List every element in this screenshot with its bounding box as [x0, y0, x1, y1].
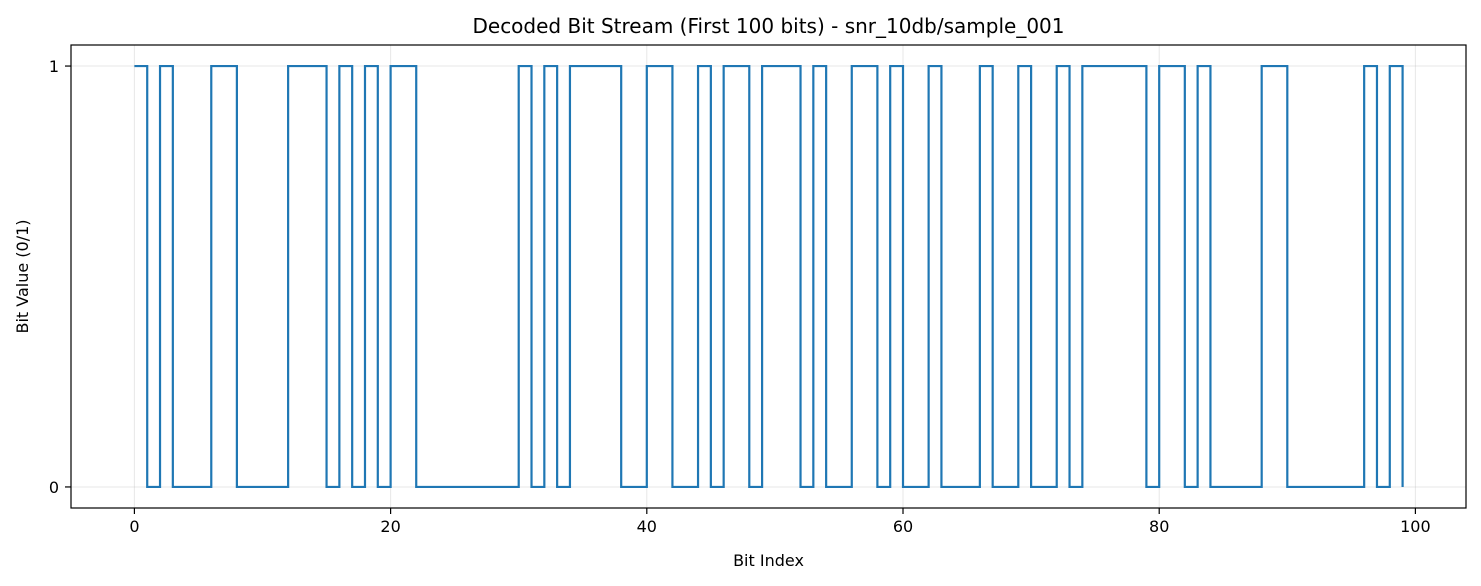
x-tick-label: 40 [637, 517, 657, 536]
bit-stream-line [134, 64, 1404, 489]
plot-frame [70, 44, 1467, 509]
x-tick-label: 0 [129, 517, 139, 536]
x-tick-label: 100 [1400, 517, 1431, 536]
x-tick-label: 20 [380, 517, 400, 536]
y-tick-label: 0 [49, 478, 59, 497]
y-tick-label: 1 [49, 57, 59, 76]
y-axis-label: Bit Value (0/1) [13, 219, 32, 333]
y-axis-ticks: 01 [49, 57, 71, 497]
x-axis-label: Bit Index [733, 551, 804, 570]
x-axis-ticks: 0 20 40 60 80 100 [129, 508, 1431, 536]
x-tick-label: 60 [893, 517, 913, 536]
chart-title: Decoded Bit Stream (First 100 bits) - sn… [472, 14, 1064, 38]
x-tick-label: 80 [1149, 517, 1169, 536]
grid [71, 45, 1466, 508]
